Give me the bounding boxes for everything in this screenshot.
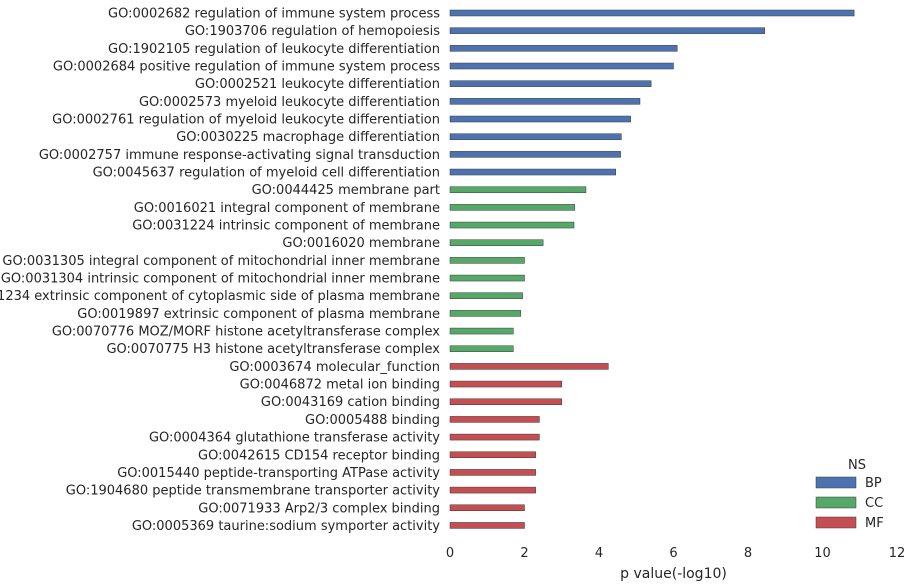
category-label: GO:0002757 immune response-activating si…: [39, 148, 440, 163]
bar-bp: [449, 45, 678, 52]
category-label: GO:0002684 positive regulation of immune…: [53, 60, 440, 75]
category-label: GO:0031234 extrinsic component of cytopl…: [0, 289, 440, 304]
bar-mf: [449, 486, 536, 494]
bar-mf: [449, 416, 540, 423]
x-tick-label: 10: [814, 546, 831, 561]
legend-title: NS: [848, 458, 866, 473]
bar-mf: [449, 469, 536, 476]
bars-layer: [449, 9, 855, 529]
bar-bp: [449, 133, 622, 140]
x-axis: 0 2 4 6 8 10 12: [446, 546, 905, 561]
category-label: GO:1904680 peptide transmembrane transpo…: [66, 484, 441, 499]
bar-bp: [449, 80, 652, 87]
bar-mf: [449, 380, 562, 388]
category-label: GO:0002521 leukocyte differentiation: [195, 77, 440, 92]
bar-cc: [449, 239, 544, 246]
bar-cc: [449, 186, 587, 193]
category-labels: GO:0002682 regulation of immune system p…: [0, 7, 440, 534]
category-label: GO:0019897 extrinsic component of plasma…: [77, 307, 440, 322]
bar-bp: [449, 168, 617, 176]
category-label: GO:0004364 glutathione transferase activ…: [149, 431, 440, 446]
category-label: GO:0002573 myeloid leukocyte differentia…: [139, 95, 440, 110]
x-tick-label: 2: [520, 546, 528, 561]
category-label: GO:0046872 metal ion binding: [240, 378, 440, 393]
x-tick-label: 6: [669, 546, 677, 561]
category-label: GO:0031224 intrinsic component of membra…: [132, 219, 440, 234]
legend: NS BP CC MF: [815, 458, 884, 531]
bar-cc: [449, 345, 514, 352]
category-label: GO:0043169 cation binding: [261, 395, 440, 410]
legend-label-bp: BP: [865, 476, 882, 491]
category-label: GO:0016020 membrane: [282, 236, 440, 251]
legend-swatch-mf: [815, 516, 857, 529]
category-label: GO:0030225 macrophage differentiation: [176, 130, 440, 145]
category-label: GO:1903706 regulation of hemopoiesis: [185, 24, 440, 39]
category-label: GO:0045637 regulation of myeloid cell di…: [93, 166, 440, 181]
category-label: GO:0005369 taurine:sodium symporter acti…: [132, 519, 440, 534]
category-label: GO:1902105 regulation of leukocyte diffe…: [108, 42, 440, 57]
bar-bp: [449, 151, 621, 158]
bar-cc: [449, 292, 523, 299]
category-label: GO:0042615 CD154 receptor binding: [198, 448, 440, 463]
legend-swatch-cc: [815, 496, 857, 509]
bar-mf: [449, 504, 525, 512]
legend-label-cc: CC: [865, 496, 883, 511]
bar-cc: [449, 257, 525, 264]
category-label: GO:0070776 MOZ/MORF histone acetyltransf…: [52, 325, 440, 340]
category-label: GO:0002682 regulation of immune system p…: [108, 7, 440, 22]
bar-bp: [449, 9, 855, 17]
x-axis-title: p value(-log10): [620, 566, 727, 582]
category-label: GO:0005488 binding: [305, 413, 440, 428]
bar-mf: [449, 451, 536, 458]
category-label: GO:0003674 molecular_function: [229, 360, 440, 375]
bar-cc: [449, 221, 575, 229]
legend-label-mf: MF: [865, 516, 884, 531]
bar-bp: [449, 115, 631, 123]
bar-mf: [449, 433, 540, 441]
bar-bp: [449, 98, 641, 105]
legend-swatch-bp: [815, 476, 857, 489]
category-label: GO:0044425 membrane part: [252, 183, 440, 198]
x-tick-label: 12: [889, 546, 906, 561]
bar-cc: [449, 204, 576, 211]
category-label: GO:0016021 integral component of membran…: [134, 201, 440, 216]
x-tick-label: 0: [446, 546, 454, 561]
bar-cc: [449, 274, 525, 282]
bar-bp: [449, 27, 766, 34]
bar-mf: [449, 398, 562, 405]
category-label: GO:0031304 intrinsic component of mitoch…: [1, 272, 440, 287]
category-label: GO:0070775 H3 histone acetyltransferase …: [106, 342, 440, 357]
bar-mf: [449, 522, 525, 529]
bar-mf: [449, 363, 609, 370]
x-tick-label: 8: [744, 546, 752, 561]
category-label: GO:0002761 regulation of myeloid leukocy…: [52, 113, 440, 128]
bar-cc: [449, 310, 522, 317]
category-label: GO:0031305 integral component of mitocho…: [2, 254, 440, 269]
x-tick-label: 4: [595, 546, 603, 561]
bar-cc: [449, 327, 514, 335]
category-label: GO:0071933 Arp2/3 complex binding: [198, 501, 440, 516]
bar-bp: [449, 62, 674, 70]
category-label: GO:0015440 peptide-transporting ATPase a…: [117, 466, 440, 481]
